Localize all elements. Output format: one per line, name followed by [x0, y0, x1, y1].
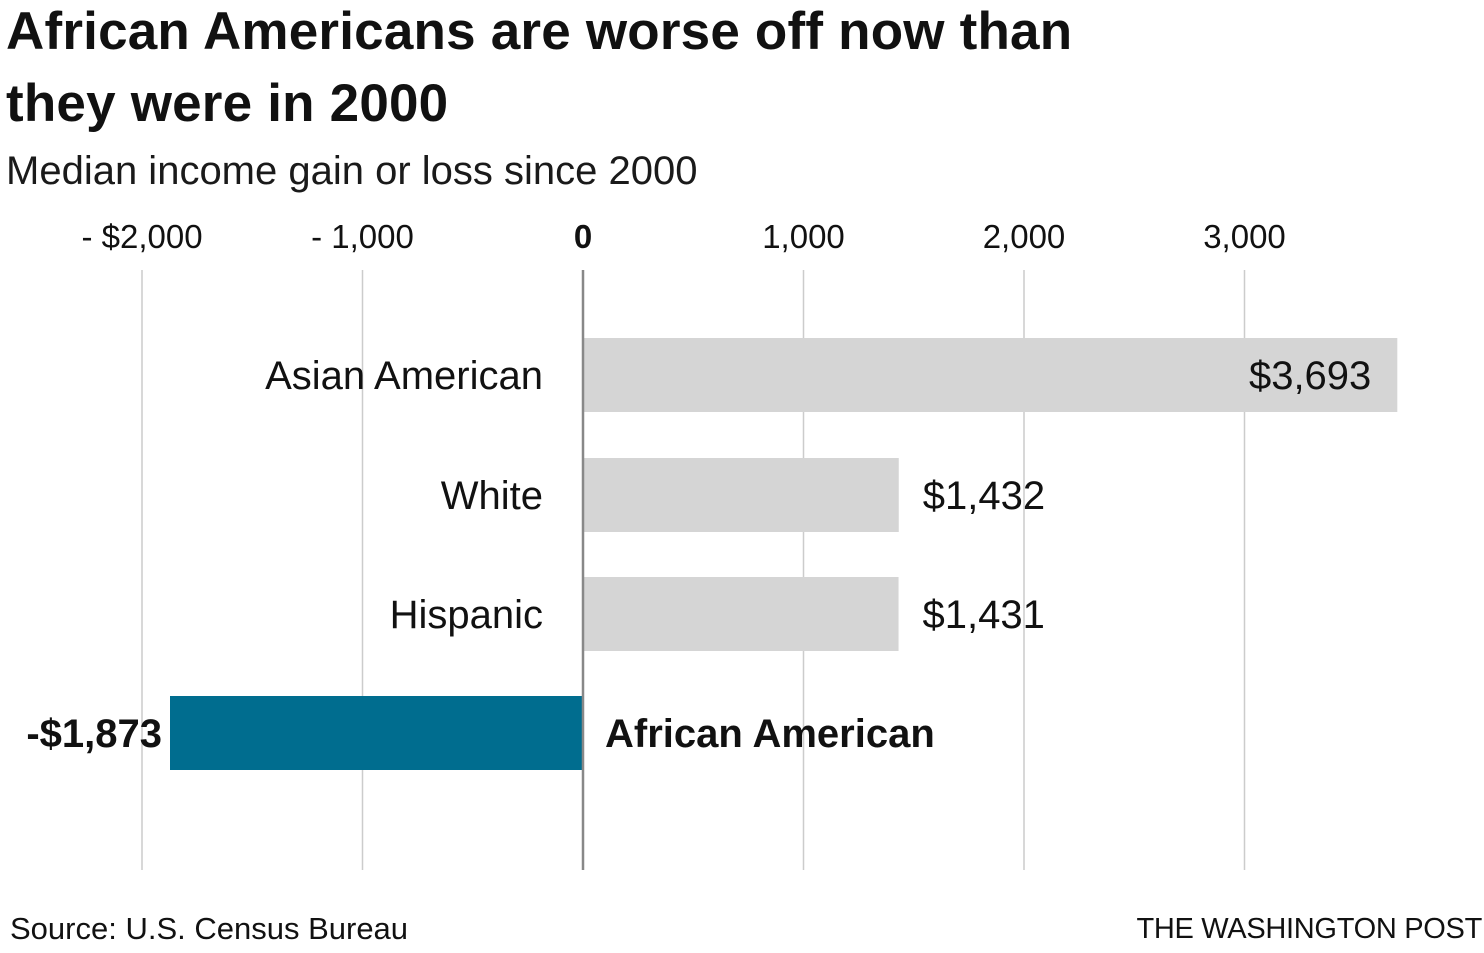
x-tick-label: 1,000	[762, 218, 845, 255]
value-label: -$1,873	[26, 712, 162, 756]
value-label: $1,432	[923, 474, 1045, 518]
value-label: $1,431	[923, 593, 1045, 637]
x-tick-label: 3,000	[1203, 218, 1286, 255]
publisher-credit: THE WASHINGTON POST	[1136, 913, 1482, 945]
bar-white	[583, 458, 899, 532]
x-axis-tick-labels: - $2,000 - 1,000 0 1,000 2,000 3,000	[81, 218, 1285, 255]
chart-subtitle: Median income gain or loss since 2000	[6, 149, 698, 193]
bar-labels: Asian American $3,693 White $1,432 Hispanic $…	[26, 354, 1371, 756]
x-tick-label: 2,000	[983, 218, 1066, 255]
x-tick-label: 0	[574, 218, 592, 255]
category-label: African American	[605, 712, 935, 756]
source-note: Source: U.S. Census Bureau	[10, 911, 409, 946]
category-label: Hispanic	[390, 593, 543, 637]
value-label: $3,693	[1249, 354, 1371, 398]
x-tick-label: - $2,000	[81, 218, 202, 255]
category-label: White	[441, 474, 543, 518]
x-tick-label: - 1,000	[311, 218, 414, 255]
category-label: Asian American	[265, 354, 543, 398]
bars	[170, 338, 1398, 770]
bar-asian-american	[583, 338, 1398, 412]
bar-african-american	[170, 696, 584, 770]
bar-hispanic	[583, 577, 899, 651]
chart-title: African Americans are worse off now than…	[6, 2, 1073, 133]
